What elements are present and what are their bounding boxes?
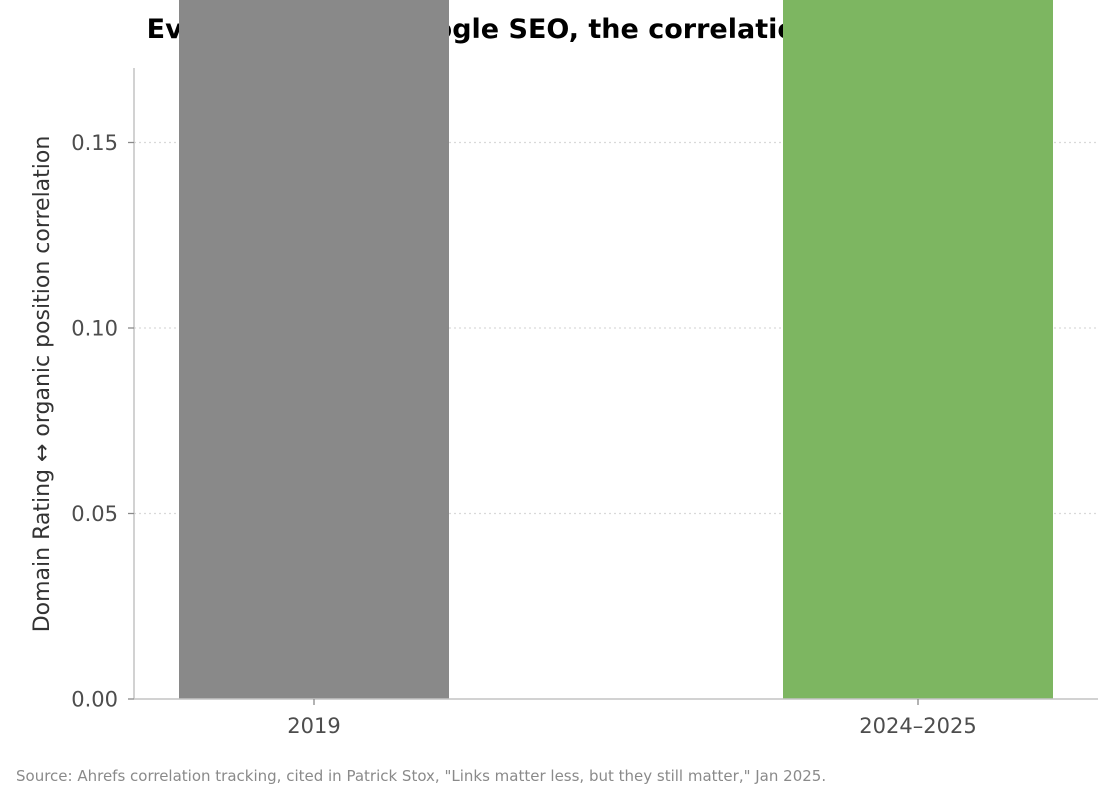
y-ticks: 0.000.050.100.150.200.250.30 xyxy=(71,131,134,712)
bars xyxy=(179,0,1053,699)
x-tick-label: 2024–2025 xyxy=(859,714,976,738)
y-axis-label: Domain Rating ↔ organic position correla… xyxy=(30,136,55,633)
bar-2019 xyxy=(179,0,449,699)
x-ticks: 2019 2024–2025 xyxy=(287,699,977,738)
x-tick-label: 2019 xyxy=(287,714,340,738)
source-note: Source: Ahrefs correlation tracking, cit… xyxy=(16,767,826,785)
y-tick-label: 0.15 xyxy=(71,131,118,155)
bar-2024–2025 xyxy=(783,0,1053,699)
y-tick-label: 0.05 xyxy=(71,502,118,526)
y-tick-label: 0.10 xyxy=(71,317,118,341)
y-tick-label: 0.00 xyxy=(71,688,118,712)
